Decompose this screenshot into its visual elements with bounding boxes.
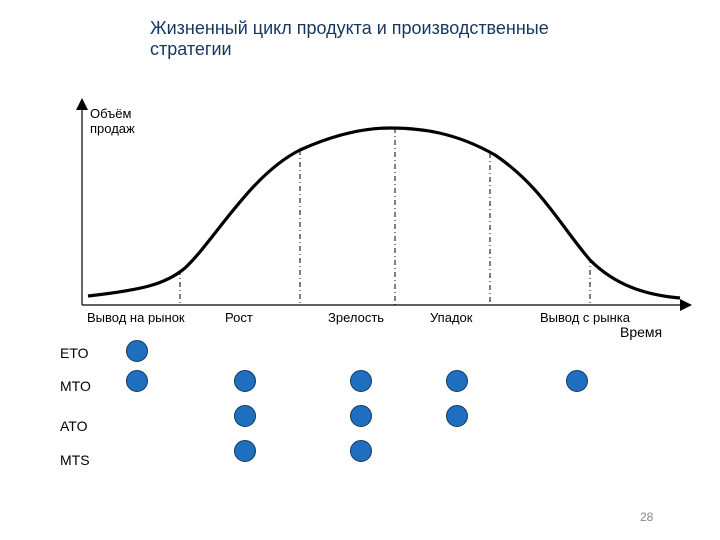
strategy-dot [350, 405, 372, 427]
strategy-dot [350, 370, 372, 392]
strategy-row-label: MTO [60, 378, 91, 394]
strategy-dot [350, 440, 372, 462]
strategy-dot [446, 405, 468, 427]
strategy-row-label: ATO [60, 418, 88, 434]
phase-label: Рост [225, 310, 253, 325]
strategy-dot [234, 370, 256, 392]
strategy-dot [126, 370, 148, 392]
strategy-dot [446, 370, 468, 392]
slide: { "title": { "text": "Жизненный цикл про… [0, 0, 720, 540]
phase-label: Зрелость [328, 310, 384, 325]
strategy-dot [126, 340, 148, 362]
strategy-dot [234, 440, 256, 462]
phase-label: Вывод с рынка [540, 310, 630, 325]
strategy-dot [566, 370, 588, 392]
y-axis-label: Объём продаж [90, 106, 150, 136]
x-axis-label: Время [620, 324, 662, 340]
phase-label: Упадок [430, 310, 472, 325]
phase-label: Вывод на рынок [87, 310, 185, 325]
strategy-row-label: ETO [60, 345, 89, 361]
page-number: 28 [640, 510, 653, 524]
strategy-row-label: MTS [60, 452, 90, 468]
strategy-dot [234, 405, 256, 427]
